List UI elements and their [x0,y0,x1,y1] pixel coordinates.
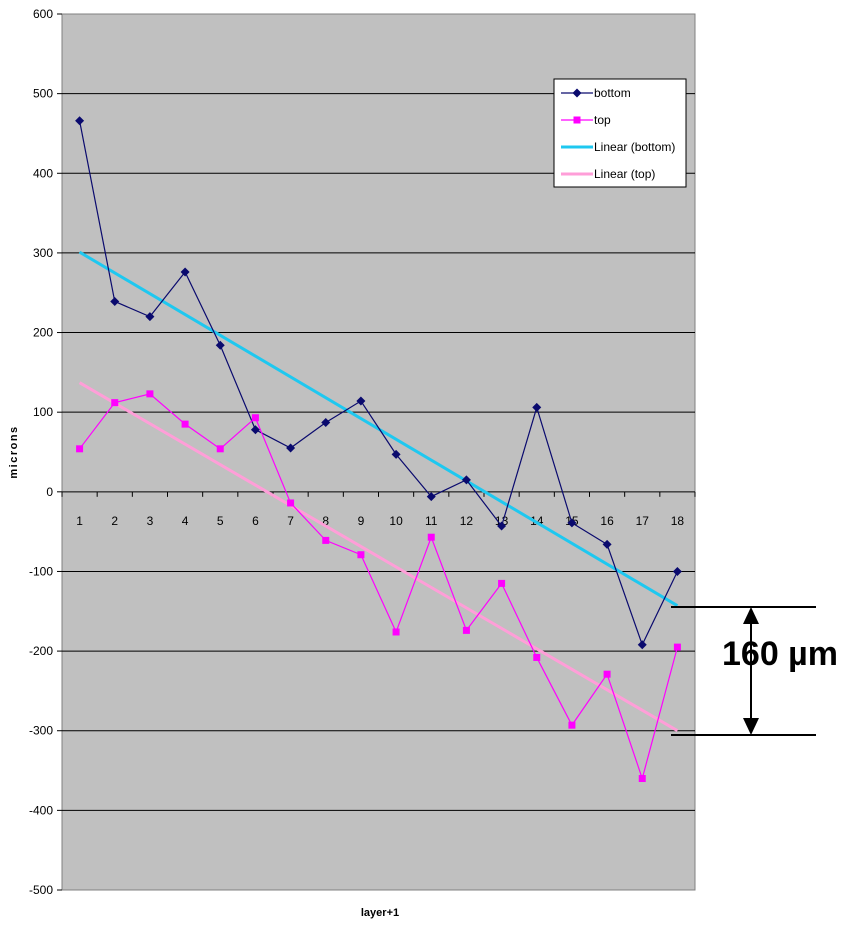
y-tick-label: -200 [29,644,53,658]
legend: bottom top Linear (bottom) Linear (top) [553,78,687,188]
bottom-point [567,518,577,528]
y-axis-ticks: 600 500 400 300 200 100 0 -100 -200 -300 -400 -500 [29,7,62,897]
x-tick-label: 1 [76,514,83,528]
series-layer [75,116,682,783]
top-point [251,414,259,422]
top-point [76,445,84,453]
top-series-line [79,393,678,781]
annotation-160um: 160 µm [671,606,838,736]
legend-items: bottom top Linear (bottom) Linear (top) [561,86,675,181]
x-tick-label: 3 [147,514,154,528]
bottom-point [110,296,120,306]
bottom-point [497,521,507,531]
bottom-point [250,425,260,435]
legend-label-top: top [594,113,611,127]
legend-box [553,78,687,188]
legend-marker-top [573,116,581,124]
y-tick-label: 100 [33,405,53,419]
legend-marker-bottom [572,88,582,98]
x-tick-label: 12 [460,514,474,528]
x-tick-label: 2 [111,514,118,528]
bottom-point [286,443,296,453]
top-point [392,628,400,636]
x-tick-label: 4 [182,514,189,528]
x-tick-label: 10 [389,514,403,528]
bottom-point [637,640,647,650]
top-point [638,775,646,783]
top-point [146,390,154,398]
bottom-point [356,396,366,406]
bottom-point [321,418,331,428]
bottom-point [602,539,612,549]
legend-label-bottom: bottom [594,86,631,100]
x-tick-label: 7 [287,514,294,528]
top-point [498,579,506,587]
x-axis-ticks: 123456789101112131415161718 [61,491,696,528]
y-tick-label: -300 [29,724,53,738]
x-axis-title: layer+1 [361,907,399,919]
bottom-point [75,116,85,126]
y-tick-label: 300 [33,246,53,260]
top-point [603,670,611,678]
top-point [673,643,681,651]
x-tick-label: 13 [495,514,509,528]
y-tick-label: 0 [46,485,53,499]
x-tick-label: 8 [322,514,329,528]
top-point [287,499,295,507]
y-tick-label: -100 [29,564,53,578]
x-tick-label: 18 [671,514,685,528]
y-axis-title: microns [8,425,20,478]
top-point [568,721,576,729]
top-point [533,653,541,661]
linear-top-trendline [78,381,679,733]
y-tick-label: 600 [33,7,53,21]
x-tick-label: 6 [252,514,259,528]
x-tick-label: 9 [358,514,365,528]
y-tick-label: 400 [33,166,53,180]
bottom-point [532,402,542,412]
linear-bottom-trendline [78,250,679,607]
x-tick-label: 11 [425,514,438,528]
top-point [427,533,435,541]
top-point [111,399,119,407]
legend-label-linear-top: Linear (top) [594,167,655,181]
bottom-point [180,267,190,277]
top-point [181,420,189,428]
bottom-point [426,492,436,502]
bottom-point [391,449,401,459]
legend-label-linear-bottom: Linear (bottom) [594,140,675,154]
top-point [357,551,365,559]
y-tick-label: -500 [29,883,53,897]
y-tick-label: 500 [33,87,53,101]
top-point [322,536,330,544]
annotation-arrowhead-down [743,718,759,735]
bottom-series-line [78,120,678,647]
x-tick-label: 16 [600,514,614,528]
bottom-point [461,475,471,485]
top-point [462,626,470,634]
y-tick-label: 200 [33,326,53,340]
x-tick-label: 5 [217,514,224,528]
bottom-point [145,312,155,322]
top-point [216,445,224,453]
y-tick-label: -400 [29,803,53,817]
bottom-point [215,340,225,350]
annotation-label: 160 µm [722,635,838,673]
annotation-arrowhead-up [743,607,759,624]
x-tick-label: 17 [636,514,650,528]
bottom-point [672,566,682,576]
